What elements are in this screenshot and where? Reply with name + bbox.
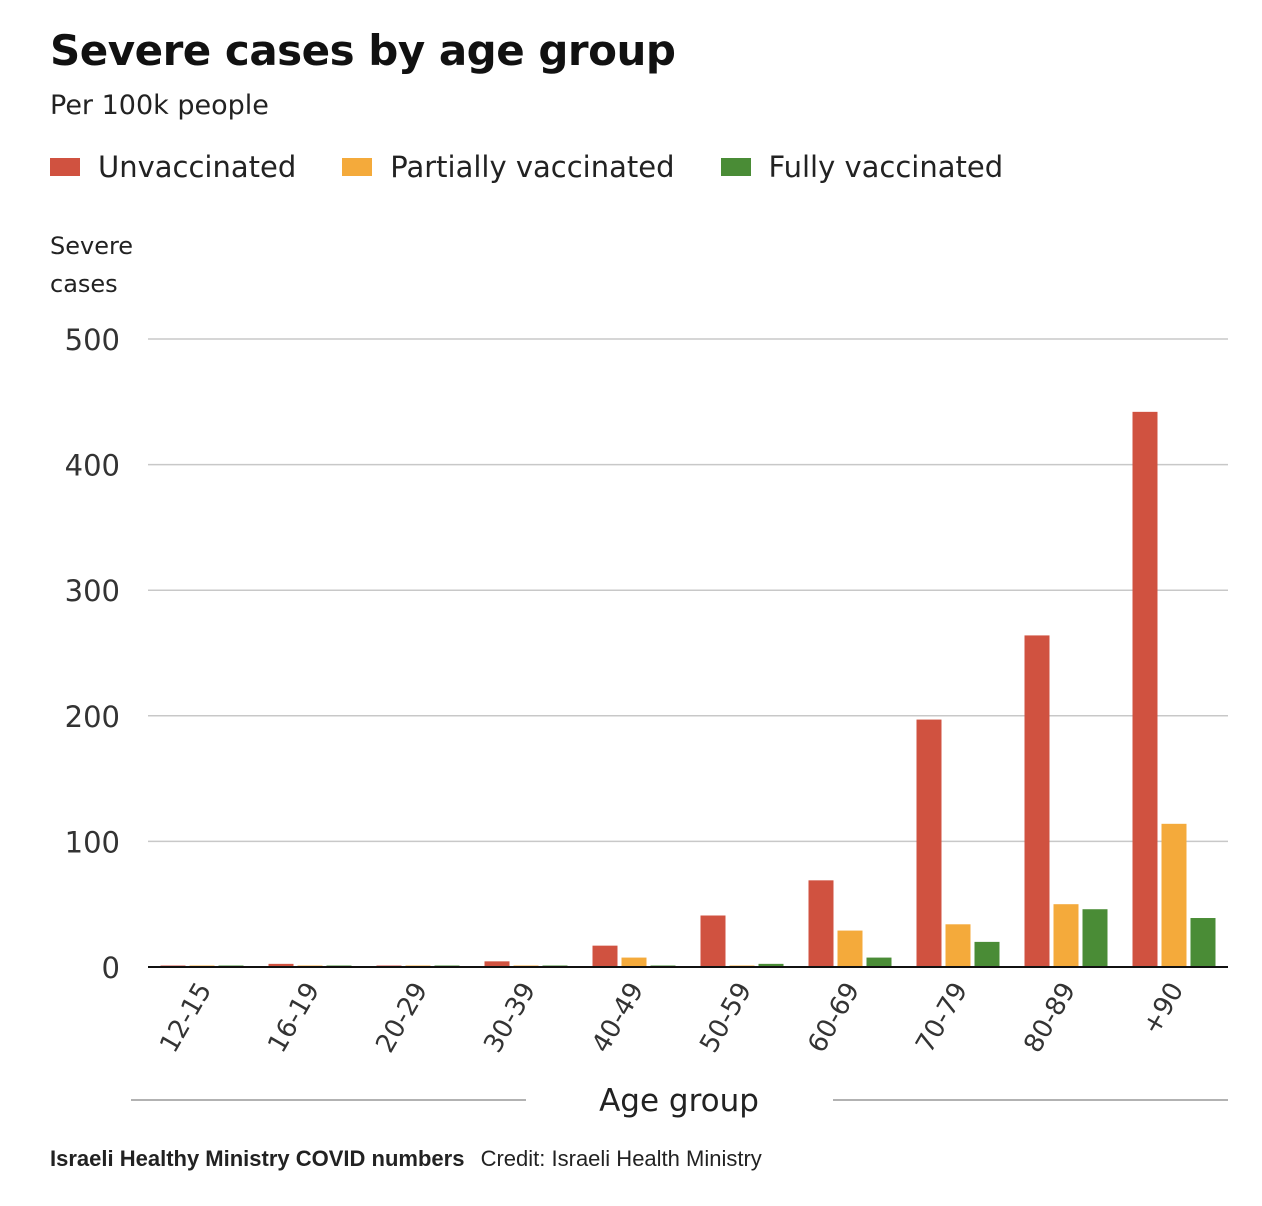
y-axis-label-line-2: cases <box>50 270 118 298</box>
legend-swatch-fully-vaccinated <box>720 158 751 176</box>
bar <box>808 880 834 967</box>
bar <box>1132 411 1158 967</box>
footer-credit: Credit: Israeli Health Ministry <box>480 1146 762 1171</box>
legend-swatch-partially-vaccinated <box>342 158 373 176</box>
x-tick-label: 12-15 <box>154 978 218 1058</box>
x-tick-label: 30-39 <box>478 978 542 1058</box>
y-axis-label-line-1: Severe <box>50 232 133 260</box>
x-tick-label: 80-89 <box>1018 978 1082 1058</box>
legend-item-fully-vaccinated: Fully vaccinated <box>720 150 1004 184</box>
x-axis-ticks: 12-15 16-19 20-29 30-39 40-49 50-59 60-69 70-79… <box>154 978 1190 1058</box>
x-tick-label: 60-69 <box>802 978 866 1058</box>
bar <box>1161 823 1187 967</box>
bar <box>866 957 892 967</box>
y-tick-label: 500 <box>65 323 120 357</box>
footer-source: Israeli Healthy Ministry COVID numbers <box>50 1146 465 1171</box>
y-tick-label: 300 <box>65 574 120 608</box>
y-tick-label: 0 <box>102 951 120 985</box>
legend-label-fully-vaccinated: Fully vaccinated <box>768 150 1004 184</box>
bar <box>758 963 784 967</box>
y-tick-label: 100 <box>65 825 120 859</box>
bar <box>700 915 726 967</box>
x-tick-label: 16-19 <box>262 978 326 1058</box>
bar <box>592 945 618 967</box>
legend-label-unvaccinated: Unvaccinated <box>98 150 297 184</box>
bar <box>268 963 294 967</box>
bar <box>837 930 863 967</box>
gridlines <box>148 338 1228 843</box>
bar <box>945 924 971 967</box>
legend: Unvaccinated Partially vaccinated Fully … <box>50 150 1049 184</box>
x-axis-label: Age group <box>599 1083 759 1119</box>
bar <box>1082 909 1108 967</box>
bar <box>621 957 647 967</box>
y-axis-ticks: 0 100 200 300 400 500 <box>65 323 120 985</box>
bar <box>1024 635 1050 967</box>
x-tick-label: 20-29 <box>370 978 434 1058</box>
bar <box>484 961 510 967</box>
x-tick-label: 70-79 <box>910 978 974 1058</box>
bar <box>1053 904 1079 967</box>
bars <box>160 411 1216 967</box>
bar <box>916 719 942 967</box>
legend-label-partially-vaccinated: Partially vaccinated <box>390 150 675 184</box>
legend-swatch-unvaccinated <box>50 158 80 176</box>
y-tick-label: 400 <box>65 449 120 483</box>
chart-subtitle: Per 100k people <box>50 90 269 121</box>
x-tick-label: +90 <box>1137 978 1190 1041</box>
legend-item-partially-vaccinated: Partially vaccinated <box>342 150 675 184</box>
bar <box>1190 918 1216 967</box>
y-tick-label: 200 <box>65 700 120 734</box>
legend-item-unvaccinated: Unvaccinated <box>50 150 296 184</box>
bar <box>974 941 1000 967</box>
chart-title: Severe cases by age group <box>50 26 676 75</box>
footer: Israeli Healthy Ministry COVID numbers C… <box>50 1146 762 1172</box>
x-tick-label: 50-59 <box>694 978 758 1058</box>
x-tick-label: 40-49 <box>586 978 650 1058</box>
